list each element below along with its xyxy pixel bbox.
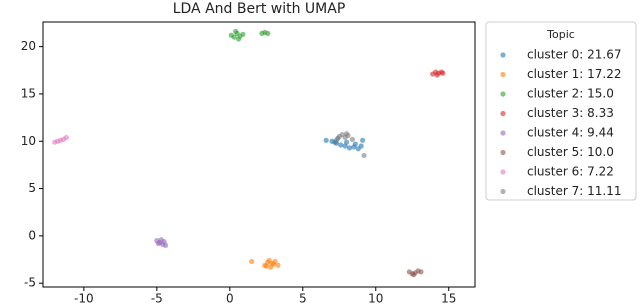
legend-marker [500, 169, 506, 175]
legend-marker [500, 188, 506, 195]
legend-label: cluster 3: 8.33 [527, 106, 614, 120]
point [346, 145, 353, 151]
point [343, 139, 350, 145]
x-tick-label: -10 [74, 292, 94, 306]
point [411, 272, 417, 278]
y-tick-label: 10 [21, 134, 36, 148]
point [63, 134, 69, 141]
y-tick-label: 20 [21, 39, 36, 53]
point [352, 141, 358, 147]
point [343, 131, 350, 137]
legend-label: cluster 1: 17.22 [527, 67, 621, 81]
legend-marker [500, 71, 506, 78]
x-tick-label: 5 [299, 292, 307, 306]
point [361, 152, 367, 159]
legend-marker [500, 52, 506, 58]
point [440, 70, 446, 76]
point [333, 137, 339, 143]
point [161, 238, 167, 245]
legend-marker [500, 91, 506, 97]
y-tick-label: 15 [21, 86, 36, 100]
point [233, 28, 239, 35]
point [275, 262, 281, 268]
legend-label: cluster 7: 11.11 [527, 184, 621, 198]
legend-marker [500, 130, 506, 136]
point [338, 142, 344, 148]
legend-marker [500, 110, 506, 117]
x-tick-label: -5 [151, 292, 163, 306]
legend-label: cluster 2: 15.0 [527, 87, 614, 101]
legend-label: cluster 5: 10.0 [527, 145, 614, 159]
x-tick-label: 0 [226, 292, 234, 306]
point [235, 36, 242, 42]
point [240, 31, 246, 37]
legend-label: cluster 0: 21.67 [527, 48, 621, 62]
legend-box [485, 21, 637, 201]
y-tick-label: 5 [28, 181, 36, 195]
point [272, 258, 278, 265]
point [358, 143, 364, 149]
point [263, 263, 269, 269]
legend-label: cluster 6: 7.22 [527, 165, 614, 179]
point [434, 72, 440, 78]
plot-frame [42, 21, 476, 288]
y-tick-label: 0 [28, 228, 36, 242]
x-tick-label: 10 [368, 292, 383, 306]
legend-marker [500, 149, 506, 156]
point [249, 258, 255, 265]
legend-label: cluster 4: 9.44 [527, 126, 614, 140]
chart-title: LDA And Bert with UMAP [173, 1, 346, 17]
point [323, 137, 329, 143]
point [349, 136, 356, 142]
point [155, 240, 161, 247]
point [418, 269, 424, 275]
point [360, 137, 366, 143]
point [265, 30, 271, 36]
legend-title: Topic [546, 28, 575, 41]
point [231, 34, 237, 40]
y-tick-label: -5 [24, 276, 36, 290]
x-tick-label: 15 [441, 292, 456, 306]
